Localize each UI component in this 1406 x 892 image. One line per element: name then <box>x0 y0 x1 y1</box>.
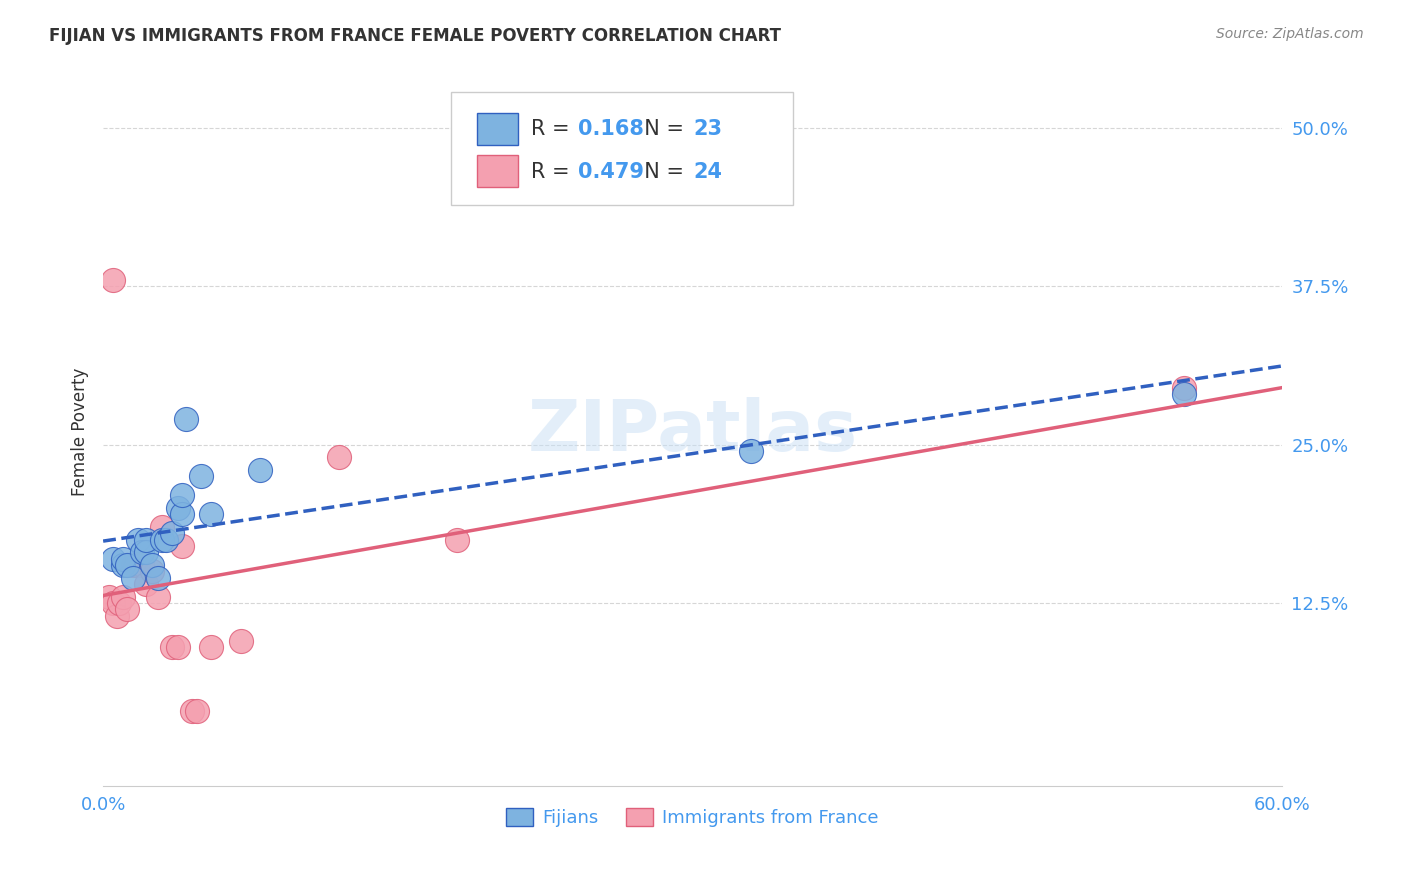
Point <box>135 577 157 591</box>
Point <box>135 545 157 559</box>
Point <box>200 508 222 522</box>
Point <box>166 500 188 515</box>
Point <box>170 508 193 522</box>
Text: 23: 23 <box>693 120 723 139</box>
Point <box>249 463 271 477</box>
Point <box>446 533 468 547</box>
Point <box>131 558 153 572</box>
Point <box>200 640 222 655</box>
Point <box>111 558 134 572</box>
Text: R =: R = <box>531 161 576 182</box>
Point <box>160 640 183 655</box>
Point <box>146 590 169 604</box>
Point <box>170 488 193 502</box>
Point <box>150 520 173 534</box>
Point <box>108 596 131 610</box>
Point <box>115 602 138 616</box>
Point <box>115 558 138 572</box>
Point <box>180 704 202 718</box>
Point <box>150 533 173 547</box>
Point <box>1173 381 1195 395</box>
Text: 0.168: 0.168 <box>578 120 644 139</box>
Point <box>170 539 193 553</box>
Point <box>127 558 149 572</box>
Point <box>127 533 149 547</box>
Point <box>328 450 350 465</box>
FancyBboxPatch shape <box>477 113 517 145</box>
Point <box>160 526 183 541</box>
Point <box>146 570 169 584</box>
Point <box>174 412 197 426</box>
FancyBboxPatch shape <box>451 92 793 205</box>
Text: 24: 24 <box>693 161 723 182</box>
Y-axis label: Female Poverty: Female Poverty <box>72 368 89 496</box>
Point <box>141 564 163 578</box>
Point <box>141 558 163 572</box>
Point <box>101 273 124 287</box>
Point <box>190 469 212 483</box>
Point <box>155 533 177 547</box>
FancyBboxPatch shape <box>477 155 517 187</box>
Point <box>166 640 188 655</box>
Text: FIJIAN VS IMMIGRANTS FROM FRANCE FEMALE POVERTY CORRELATION CHART: FIJIAN VS IMMIGRANTS FROM FRANCE FEMALE … <box>49 27 782 45</box>
Point <box>111 590 134 604</box>
Point <box>186 704 208 718</box>
Text: Source: ZipAtlas.com: Source: ZipAtlas.com <box>1216 27 1364 41</box>
Point <box>101 596 124 610</box>
Text: ZIPatlas: ZIPatlas <box>527 398 858 467</box>
Text: R =: R = <box>531 120 576 139</box>
Point <box>121 558 143 572</box>
Point <box>105 608 128 623</box>
Text: 0.479: 0.479 <box>578 161 644 182</box>
Point <box>101 551 124 566</box>
Point <box>98 590 121 604</box>
Point <box>131 545 153 559</box>
Point <box>111 551 134 566</box>
Text: N =: N = <box>631 120 690 139</box>
Point <box>135 533 157 547</box>
Point <box>740 444 762 458</box>
Text: N =: N = <box>631 161 690 182</box>
Point <box>1173 387 1195 401</box>
Point <box>121 570 143 584</box>
Point <box>229 633 252 648</box>
Legend: Fijians, Immigrants from France: Fijians, Immigrants from France <box>499 800 886 834</box>
